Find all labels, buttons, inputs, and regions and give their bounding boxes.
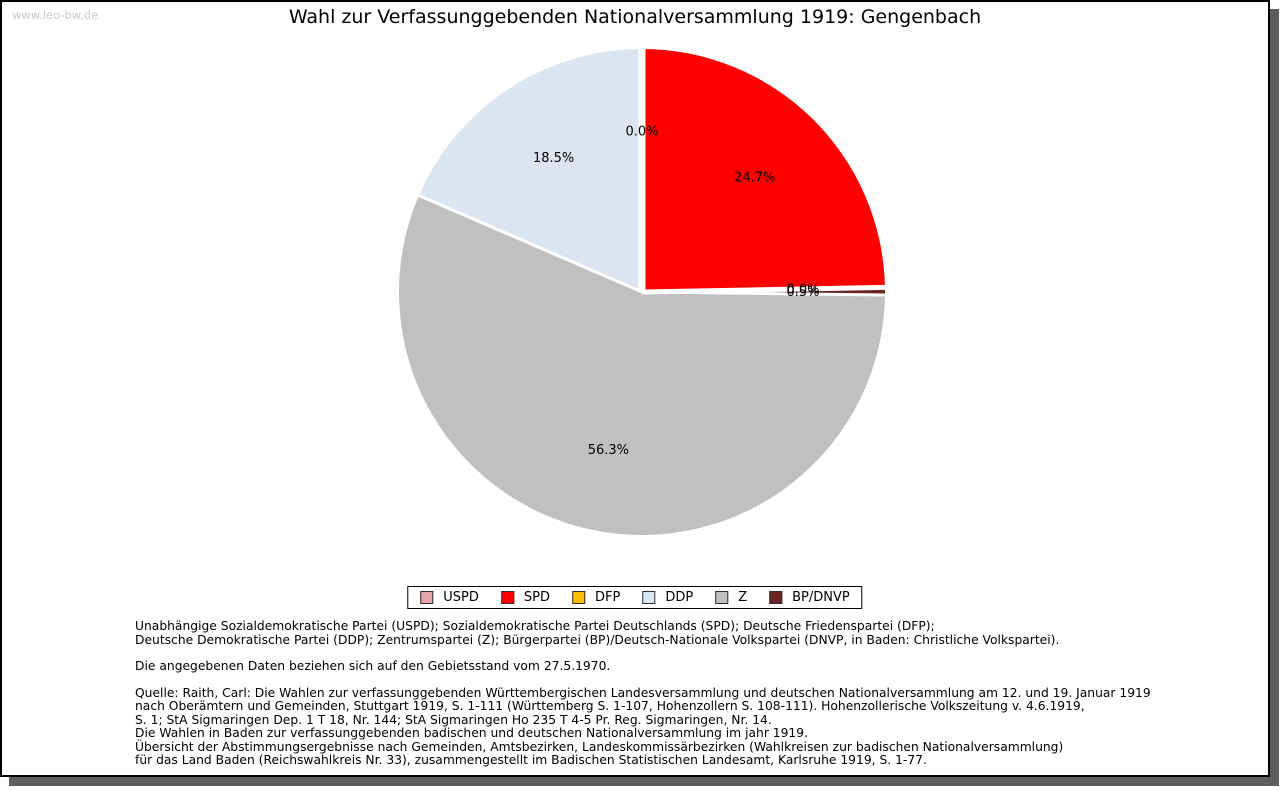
legend-label-spd: SPD [523, 590, 551, 605]
chart-legend: USPD SPD DFP DDP Z BP/DNVP [407, 586, 863, 609]
legend-item-dfp: DFP [572, 590, 620, 605]
legend-label-ddp: DDP [665, 590, 694, 605]
legend-label-z: Z [738, 590, 748, 605]
legend-label-uspd: USPD [443, 590, 479, 605]
footnote-party-abbreviations: Unabhängige Sozialdemokratische Partei (… [135, 619, 1060, 647]
pie-slice-spd [642, 49, 885, 292]
pie-slice-separator [418, 194, 643, 294]
legend-item-uspd: USPD [420, 590, 479, 605]
footnotes: Unabhängige Sozialdemokratische Partei (… [135, 619, 1151, 768]
pie-label-spd: 24.7% [734, 171, 775, 186]
watermark-leo-bw: www.leo-bw.de [12, 8, 99, 22]
legend-swatch-bp-dnvp [769, 591, 783, 604]
legend-swatch-uspd [420, 591, 434, 604]
legend-item-bp-dnvp: BP/DNVP [769, 590, 850, 605]
pie-label-bp-dnvp: 0.5% [786, 285, 819, 300]
legend-label-bp-dnvp: BP/DNVP [792, 590, 850, 605]
pie-slice-separator [641, 290, 885, 297]
pie-slice-z [398, 195, 885, 536]
legend-swatch-dfp [572, 591, 586, 604]
pie-label-z: 56.3% [588, 443, 629, 458]
pie-label-ddp: 18.5% [533, 151, 574, 166]
footnote-quelle: Quelle: Raith, Carl: Die Wahlen zur verf… [135, 685, 1151, 767]
legend-item-spd: SPD [500, 590, 551, 605]
legend-label-dfp: DFP [595, 590, 621, 605]
footnote-gebietsstand: Die angegebenen Daten beziehen sich auf … [135, 659, 611, 673]
legend-swatch-z [715, 591, 729, 604]
pie-slice-ddp [418, 49, 642, 292]
legend-swatch-spd [500, 591, 514, 604]
legend-item-ddp: DDP [642, 590, 693, 605]
pie-label-uspd: 0.0% [625, 125, 658, 140]
chart-title: Wahl zur Verfassunggebenden Nationalvers… [288, 6, 982, 28]
pie-chart: 0.0%24.7%0.0%0.5%56.3%18.5% [398, 49, 886, 536]
pie-label-dfp: 0.0% [786, 282, 819, 297]
legend-item-z: Z [715, 590, 747, 605]
chart-page: www.leo-bw.de Wahl zur Verfassunggebende… [0, 0, 1270, 777]
legend-swatch-ddp [642, 591, 656, 604]
